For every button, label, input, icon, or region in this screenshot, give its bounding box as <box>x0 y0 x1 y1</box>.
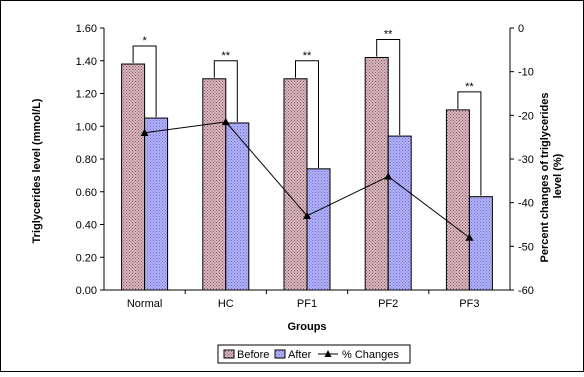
y2-tick-label: 0 <box>518 23 524 35</box>
y-tick-label: 1.00 <box>76 121 97 133</box>
plot-area: 0.00 0.20 0.40 0.60 0.80 1.00 1.20 1.40 1.60 0 -10… <box>76 23 534 310</box>
percent-change-marker <box>465 233 474 241</box>
legend: Before After % Changes <box>217 344 411 364</box>
legend-marker-swatch <box>324 350 332 357</box>
legend-label-after: After <box>288 349 312 361</box>
y2-axis-title-line-2: level (%) <box>552 153 564 198</box>
x-axis-title: Groups <box>287 321 326 333</box>
y-tick-label: 1.60 <box>76 23 97 35</box>
x-tick-label: Normal <box>127 298 162 310</box>
y-tick-label: 0.80 <box>76 154 97 166</box>
x-tick-label: PF1 <box>297 298 317 310</box>
bar-before <box>121 63 146 291</box>
significance-bracket <box>376 38 401 136</box>
y-tick-label: 0.40 <box>76 220 97 232</box>
significance-bracket <box>295 60 319 168</box>
y2-tick-label: -10 <box>518 67 534 79</box>
bar-before <box>202 78 227 291</box>
percent-change-marker <box>303 211 311 219</box>
y2-tick-label: -20 <box>518 110 534 122</box>
y2-tick-label: -40 <box>518 198 534 210</box>
bar-after <box>225 122 250 291</box>
significance-bracket <box>132 45 157 118</box>
y-tick-label: 1.20 <box>76 89 97 101</box>
legend-swatch-before <box>223 349 235 359</box>
x-tick-label: HC <box>218 298 234 310</box>
x-tick-label: PF2 <box>378 298 398 310</box>
bar-after <box>144 117 169 291</box>
y2-axis-title: Percent changes of triglycerides level (… <box>539 89 564 262</box>
percent-change-marker <box>384 172 393 180</box>
bar-after <box>306 168 331 291</box>
bar-after <box>387 135 412 291</box>
significance-label: * <box>142 35 147 47</box>
legend-swatch-after <box>274 349 286 359</box>
y2-tick-label: -50 <box>518 241 534 253</box>
significance-label: ** <box>465 81 474 93</box>
bar-before <box>445 109 470 291</box>
significance-label: ** <box>303 50 312 62</box>
y-tick-label: 0.20 <box>76 252 97 264</box>
significance-label: ** <box>384 28 393 40</box>
significance-bracket <box>213 60 238 122</box>
y-tick-label: 1.40 <box>76 56 97 68</box>
bar-before <box>364 56 389 291</box>
percent-change-marker <box>221 117 230 126</box>
y2-tick-label: -30 <box>518 154 534 166</box>
bar-before <box>283 78 308 291</box>
bar-after <box>468 196 493 291</box>
percent-change-marker <box>140 128 149 136</box>
significance-label: ** <box>222 50 231 62</box>
y-tick-label: 0.00 <box>76 285 97 297</box>
y-tick-label: 0.60 <box>76 187 97 199</box>
x-tick-label: PF3 <box>459 298 479 310</box>
legend-box <box>217 344 411 364</box>
legend-label-percent-changes: % Changes <box>342 349 399 361</box>
y-axis-title: Triglycerides level (mmol/L) <box>31 98 43 243</box>
significance-bracket <box>457 91 482 196</box>
y2-axis-title-line-1: Percent changes of triglycerides <box>539 93 551 263</box>
legend-label-before: Before <box>237 349 269 361</box>
y2-tick-label: -60 <box>518 285 534 297</box>
